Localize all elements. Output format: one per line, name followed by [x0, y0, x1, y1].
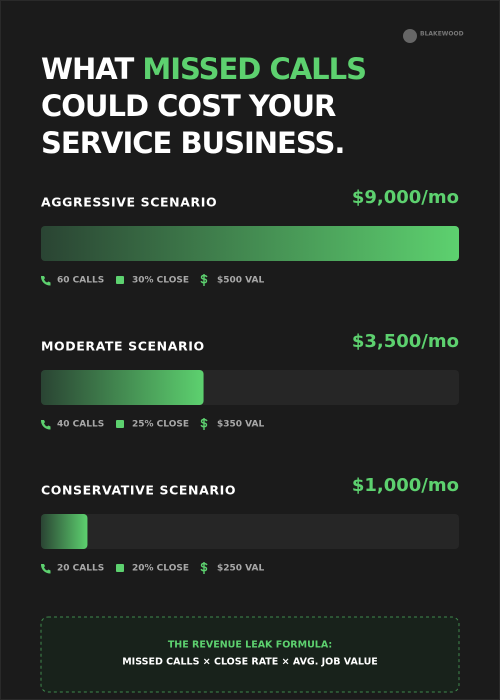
detail-label: $350 VAL: [217, 420, 265, 430]
detail-label: 60 CALLS: [57, 276, 104, 286]
scenario-label: AGGRESSIVE SCENARIO: [41, 195, 217, 210]
title-highlight: MISSED CALLS: [142, 52, 366, 86]
phone-icon: [40, 276, 51, 286]
formula-text: MISSED CALLS × CLOSE RATE × AVG. JOB VAL…: [122, 657, 378, 668]
detail-label: $500 VAL: [217, 276, 265, 286]
calendar-icon: [116, 564, 124, 572]
dollar-icon: [200, 418, 208, 430]
detail-label: 20 CALLS: [57, 564, 104, 574]
detail-label: 40 CALLS: [57, 420, 104, 430]
detail-label: 25% CLOSE: [132, 420, 189, 430]
bar: [41, 514, 88, 549]
bar: [41, 370, 204, 405]
detail-label: $250 VAL: [217, 564, 265, 574]
detail-label: 20% CLOSE: [132, 564, 189, 574]
dollar-icon: [200, 274, 208, 286]
chart-title: SERVICE BUSINESS.: [41, 126, 344, 160]
value-label: $1,000/mo: [352, 475, 459, 496]
dollar-icon: [200, 562, 208, 574]
calendar-icon: [116, 276, 124, 284]
brand-logo: [403, 29, 417, 43]
scenario-label: CONSERVATIVE SCENARIO: [41, 483, 236, 498]
formula-title: THE REVENUE LEAK FORMULA:: [168, 640, 332, 651]
phone-icon: [40, 420, 51, 430]
value-label: $9,000/mo: [352, 187, 459, 208]
title-part: WHAT: [41, 52, 134, 86]
brand-name: BLAKEWOOD: [420, 31, 464, 38]
bar-track: [41, 514, 459, 549]
bar: [41, 226, 459, 261]
chart-title: COULD COST YOUR: [41, 89, 336, 123]
scenarios: AGGRESSIVE SCENARIO $9,000/mo 60 CALLS 30% …: [40, 187, 459, 574]
calendar-icon: [116, 420, 124, 428]
phone-icon: [40, 564, 51, 574]
value-label: $3,500/mo: [352, 331, 459, 352]
detail-label: 30% CLOSE: [132, 276, 189, 286]
chart-title: WHAT MISSED CALLS: [41, 52, 366, 86]
scenario-label: MODERATE SCENARIO: [41, 339, 205, 354]
formula-box: [40, 616, 460, 693]
